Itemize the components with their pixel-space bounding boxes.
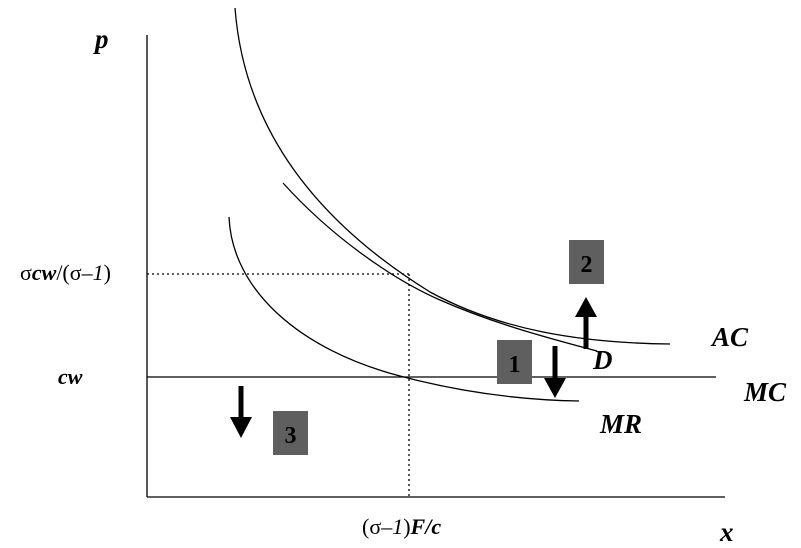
price-high-minus: – [81,260,94,285]
price-low-label: cw [58,364,83,389]
quantity-F: F [410,514,426,539]
marker-box-3 [273,411,308,455]
down-arrow-icon [544,346,566,398]
price-high-label: σcw/(σ–1) [20,260,111,285]
quantity-slash: / [423,514,433,539]
demand-curve [282,182,598,352]
ac-label: AC [710,322,749,352]
quantity-one: 1 [392,514,403,539]
price-high-one: 1 [93,260,104,285]
mc-label: MC [743,377,787,407]
quantity-c: c [431,514,441,539]
marker-label-3: 3 [285,423,297,449]
mr-label: MR [599,409,642,439]
y-axis-label: p [93,24,109,54]
marker-label-1: 1 [509,352,521,378]
price-high-sigma: σ [20,260,32,285]
marker-box-1 [497,340,532,384]
price-high-slash: /(σ [56,260,81,285]
down-arrow-icon [230,386,252,438]
price-high-close: ) [104,260,111,285]
mr-curve [228,216,580,402]
up-arrow-icon [575,297,597,349]
quantity-open: (σ [362,514,381,539]
demand-label: D [592,345,613,375]
quantity-close: ) [403,514,410,539]
quantity-label: (σ–1)F/c [362,514,441,539]
marker-label-2: 2 [581,252,593,278]
x-axis-label: x [719,517,734,547]
price-high-cw: cw [32,260,57,285]
marker-box-2 [569,240,604,284]
quantity-minus: – [380,514,393,539]
ac-curve [234,7,671,345]
